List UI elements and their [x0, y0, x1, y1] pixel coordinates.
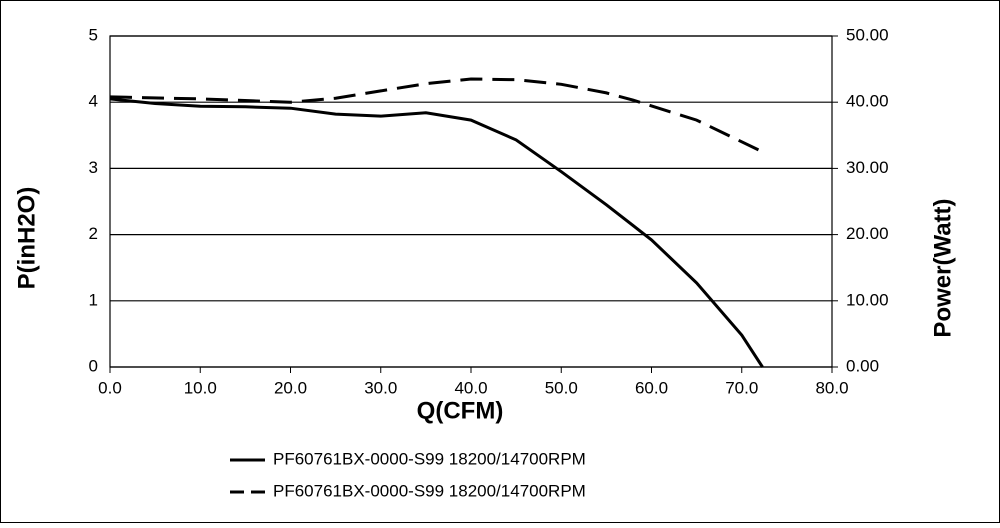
y2-tick-label: 10.00 [846, 290, 889, 309]
x-tick-label: 70.0 [725, 378, 758, 397]
x-tick-label: 40.0 [454, 378, 487, 397]
y-axis-title: P(inH2O) [13, 187, 40, 290]
x-tick-label: 30.0 [364, 378, 397, 397]
legend-label: PF60761BX-0000-S99 18200/14700RPM [273, 481, 586, 500]
y-tick-label: 0 [89, 356, 98, 375]
y-tick-label: 5 [89, 25, 98, 44]
y2-tick-label: 50.00 [846, 25, 889, 44]
x-tick-label: 80.0 [815, 378, 848, 397]
series-line [109, 97, 764, 368]
y-tick-label: 2 [89, 224, 98, 243]
x-tick-label: 10.0 [184, 378, 217, 397]
x-tick-label: 60.0 [635, 378, 668, 397]
y2-tick-label: 20.00 [846, 224, 889, 243]
x-tick-label: 20.0 [274, 378, 307, 397]
y-tick-label: 4 [89, 92, 98, 111]
x-axis-title: Q(CFM) [417, 397, 504, 424]
y-tick-label: 1 [89, 290, 98, 309]
x-tick-label: 0.0 [98, 378, 122, 397]
x-tick-label: 50.0 [545, 378, 578, 397]
y-tick-label: 3 [89, 158, 98, 177]
legend-label: PF60761BX-0000-S99 18200/14700RPM [273, 449, 586, 468]
y2-axis-title: Power(Watt) [929, 198, 956, 337]
y2-tick-label: 40.00 [846, 92, 889, 111]
y2-tick-label: 30.00 [846, 158, 889, 177]
series-line [109, 77, 764, 154]
y2-tick-label: 0.00 [846, 356, 879, 375]
